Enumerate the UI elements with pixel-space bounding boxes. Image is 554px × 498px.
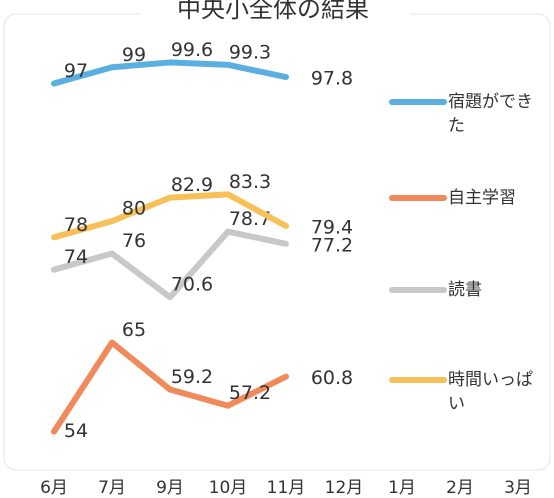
data-label: 77.2 [311,234,353,256]
data-label: 70.6 [171,274,213,296]
data-label: 80 [122,198,146,220]
legend-label: 時間いっぱい [448,370,533,414]
data-label: 74 [64,246,88,268]
series-line [51,228,289,301]
x-tick-label: 2月 [446,478,474,498]
series-line [51,191,289,241]
data-label: 54 [64,420,88,442]
data-label: 99.6 [171,39,213,61]
data-label: 97 [64,60,88,82]
x-tick-label: 7月 [98,478,126,498]
data-label: 76 [122,230,146,252]
data-label: 57.2 [229,382,271,404]
data-label: 78 [64,214,88,236]
data-label: 60.8 [311,367,353,389]
data-label: 79.4 [311,216,353,238]
legend-label: 宿題ができた [448,92,533,136]
series-line [51,339,289,435]
x-tick-label: 11月 [267,478,306,498]
title-bg [140,0,410,28]
x-tick-label: 9月 [156,478,184,498]
x-tick-label: 12月 [325,478,364,498]
data-label: 59.2 [171,366,213,388]
data-label: 83.3 [229,171,271,193]
chart-title: 中央小全体の結果 [177,0,369,23]
data-label: 99 [122,44,146,66]
data-label: 82.9 [171,174,213,196]
data-label: 97.8 [311,68,353,90]
data-label: 65 [122,319,146,341]
x-tick-label: 6月 [40,478,68,498]
x-tick-label: 10月 [209,478,248,498]
x-tick-label: 1月 [388,478,416,498]
series-line [51,59,289,87]
data-label: 99.3 [229,41,271,63]
x-tick-label: 3月 [504,478,532,498]
legend-label: 自主学習 [448,188,516,208]
legend-label: 読書 [448,280,482,300]
